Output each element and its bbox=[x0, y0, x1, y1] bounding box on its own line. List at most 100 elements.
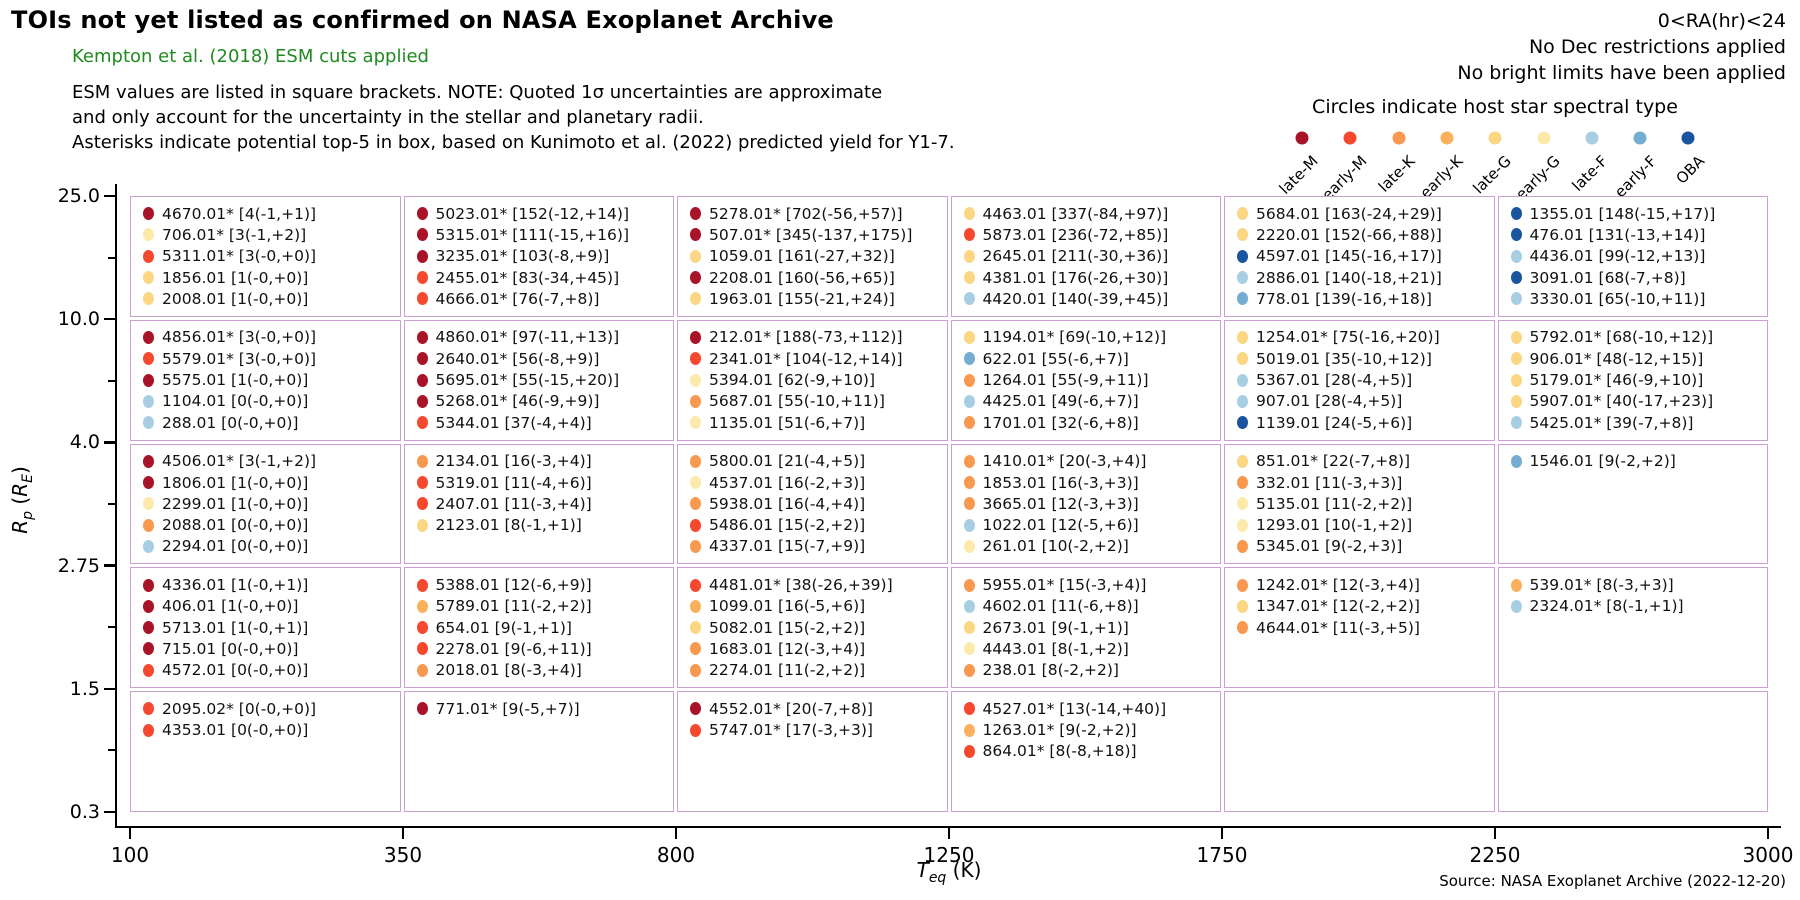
toi-entry: 2088.01 [0(-0,+0)] bbox=[143, 514, 400, 535]
grid-cell: 4481.01* [38(-26,+39)] 1099.01 [16(-5,+6)… bbox=[677, 567, 948, 689]
grid-cell: 1194.01* [69(-10,+12)] 622.01 [55(-6,+7)]… bbox=[950, 319, 1221, 441]
toi-entry-label: 406.01 [1(-0,+0)] bbox=[162, 597, 299, 616]
spectral-type-dot-icon bbox=[143, 621, 154, 635]
toi-entry: 2455.01* [83(-34,+45)] bbox=[416, 267, 674, 288]
toi-entry-label: 5747.01* [17(-3,+3)] bbox=[709, 721, 873, 740]
toi-entry-label: 654.01 [9(-1,+1)] bbox=[435, 618, 572, 637]
toi-entry: 2294.01 [0(-0,+0)] bbox=[143, 536, 400, 557]
toi-entry: 3665.01 [12(-3,+3)] bbox=[963, 493, 1221, 514]
toi-entry-label: 5344.01 [37(-4,+4)] bbox=[435, 413, 592, 432]
spectral-type-dot-icon bbox=[1237, 621, 1248, 635]
y-axis-spine bbox=[114, 184, 117, 828]
toi-entry: 2278.01 [9(-6,+11)] bbox=[416, 638, 674, 659]
toi-entry: 1059.01 [161(-27,+32)] bbox=[690, 246, 947, 267]
toi-entry: 2008.01 [1(-0,+0)] bbox=[143, 288, 400, 309]
spectral-type-dot-icon bbox=[1237, 599, 1248, 613]
y-tick-label: 2.75 bbox=[57, 554, 100, 577]
toi-entry-label: 212.01* [188(-73,+112)] bbox=[709, 328, 903, 347]
toi-entry: 4443.01 [8(-1,+2)] bbox=[963, 638, 1221, 659]
toi-entry: 778.01 [139(-16,+18)] bbox=[1237, 288, 1494, 309]
toi-entry-label: 5907.01* [40(-17,+23)] bbox=[1529, 392, 1714, 411]
toi-entry-label: 2220.01 [152(-66,+88)] bbox=[1256, 225, 1442, 244]
x-axis-spine bbox=[114, 825, 1781, 828]
toi-entry-label: 1135.01 [51(-6,+7)] bbox=[709, 413, 866, 432]
toi-entry-label: 771.01* [9(-5,+7)] bbox=[435, 699, 580, 718]
note-line: and only account for the uncertainty in … bbox=[72, 107, 704, 128]
toi-entry: 288.01 [0(-0,+0)] bbox=[143, 412, 400, 433]
spectral-type-dot-icon bbox=[1510, 394, 1522, 408]
spectral-type-dot-icon bbox=[963, 497, 975, 511]
y-tick-label: 10.0 bbox=[57, 308, 100, 331]
spectral-type-dot-icon bbox=[143, 228, 154, 242]
toi-entry: 864.01* [8(-8,+18)] bbox=[963, 741, 1221, 762]
spectral-type-dot-icon bbox=[690, 702, 701, 716]
toi-entry: 2299.01 [1(-0,+0)] bbox=[143, 493, 400, 514]
toi-entry-label: 2640.01* [56(-8,+9)] bbox=[435, 349, 600, 368]
spectral-type-dot-icon bbox=[416, 352, 428, 366]
spectral-type-dot-icon bbox=[416, 394, 428, 408]
spectral-type-dot-icon bbox=[963, 373, 975, 387]
spectral-type-dot-icon bbox=[416, 292, 428, 306]
toi-entry-label: 1701.01 [32(-6,+8)] bbox=[982, 413, 1139, 432]
toi-entry: 1194.01* [69(-10,+12)] bbox=[963, 327, 1221, 348]
toi-entry-label: 5575.01 [1(-0,+0)] bbox=[162, 371, 309, 390]
toi-entry: 3091.01 [68(-7,+8)] bbox=[1510, 267, 1768, 288]
x-tick bbox=[1766, 828, 1770, 839]
toi-entry-label: 2886.01 [140(-18,+21)] bbox=[1256, 268, 1442, 287]
toi-entry: 2640.01* [56(-8,+9)] bbox=[416, 348, 674, 369]
grid-cell: 4860.01* [97(-11,+13)] 2640.01* [56(-8,+9… bbox=[403, 319, 674, 441]
toi-entry-label: 476.01 [131(-13,+14)] bbox=[1529, 225, 1706, 244]
spectral-type-dot-icon bbox=[416, 497, 428, 511]
toi-entry: 4537.01 [16(-2,+3)] bbox=[690, 472, 947, 493]
y-tick bbox=[104, 194, 115, 198]
subtitle-esm-cuts: Kempton et al. (2018) ESM cuts applied bbox=[72, 46, 429, 67]
toi-entry-label: 5268.01* [46(-9,+9)] bbox=[435, 392, 600, 411]
toi-entry: 1963.01 [155(-21,+24)] bbox=[690, 288, 947, 309]
spectral-type-dot-icon bbox=[143, 497, 154, 511]
toi-entry: 654.01 [9(-1,+1)] bbox=[416, 617, 674, 638]
toi-entry-label: 1355.01 [148(-15,+17)] bbox=[1529, 204, 1716, 223]
toi-entry-label: 4425.01 [49(-6,+7)] bbox=[982, 392, 1139, 411]
grid-cell: 4527.01* [13(-14,+40)] 1263.01* [9(-2,+2)… bbox=[950, 691, 1221, 812]
spectral-type-dot-icon bbox=[963, 723, 975, 737]
toi-entry: 5311.01* [3(-0,+0)] bbox=[143, 246, 400, 267]
grid-cell: 5955.01* [15(-3,+4)] 4602.01 [11(-6,+8)] 2… bbox=[950, 567, 1221, 689]
spectral-type-dot-icon bbox=[690, 271, 701, 285]
toi-entry-label: 5367.01 [28(-4,+5)] bbox=[1256, 371, 1413, 390]
toi-entry-label: 2274.01 [11(-2,+2)] bbox=[709, 661, 866, 680]
spectral-type-dot-icon bbox=[690, 207, 701, 221]
toi-entry-label: 5873.01 [236(-72,+85)] bbox=[982, 225, 1169, 244]
spectral-type-dot-icon bbox=[1237, 249, 1248, 263]
toi-entry: 5713.01 [1(-0,+1)] bbox=[143, 617, 400, 638]
spectral-type-dot-icon bbox=[1237, 330, 1248, 344]
toi-entry-label: 3665.01 [12(-3,+3)] bbox=[982, 494, 1139, 513]
y-tick-label: 0.3 bbox=[69, 801, 100, 823]
toi-entry: 4506.01* [3(-1,+2)] bbox=[143, 451, 400, 472]
legend-circle-icon bbox=[1488, 131, 1502, 145]
toi-entry-label: 1059.01 [161(-27,+32)] bbox=[709, 247, 895, 266]
spectral-type-dot-icon bbox=[963, 578, 975, 592]
spectral-type-dot-icon bbox=[143, 723, 154, 737]
y-minor-tick bbox=[108, 749, 115, 752]
toi-entry: 4644.01* [11(-3,+5)] bbox=[1237, 617, 1494, 638]
y-tick bbox=[104, 687, 115, 691]
spectral-type-dot-icon bbox=[963, 207, 975, 221]
legend-circle-icon bbox=[1392, 131, 1406, 145]
grid-cell: 1410.01* [20(-3,+4)] 1853.01 [16(-3,+3)] 3… bbox=[950, 443, 1221, 565]
toi-entry-label: 2645.01 [211(-30,+36)] bbox=[982, 247, 1169, 266]
toi-entry: 5023.01* [152(-12,+14)] bbox=[416, 203, 674, 224]
spectral-type-dot-icon bbox=[1510, 352, 1522, 366]
legend-item-label: late-G bbox=[1469, 152, 1515, 198]
toi-entry: 5135.01 [11(-2,+2)] bbox=[1237, 493, 1494, 514]
spectral-type-dot-icon bbox=[1510, 454, 1522, 468]
toi-entry-label: 1104.01 [0(-0,+0)] bbox=[162, 392, 309, 411]
spectral-type-dot-icon bbox=[416, 330, 428, 344]
toi-entry-label: 4443.01 [8(-1,+2)] bbox=[982, 639, 1129, 658]
toi-entry-label: 1853.01 [16(-3,+3)] bbox=[982, 473, 1139, 492]
spectral-type-dot-icon bbox=[690, 578, 701, 592]
toi-entry-label: 2341.01* [104(-12,+14)] bbox=[709, 349, 903, 368]
toi-entry: 4336.01 [1(-0,+1)] bbox=[143, 574, 400, 595]
toi-entry: 706.01* [3(-1,+2)] bbox=[143, 224, 400, 245]
toi-entry-label: 1683.01 [12(-3,+4)] bbox=[709, 639, 866, 658]
